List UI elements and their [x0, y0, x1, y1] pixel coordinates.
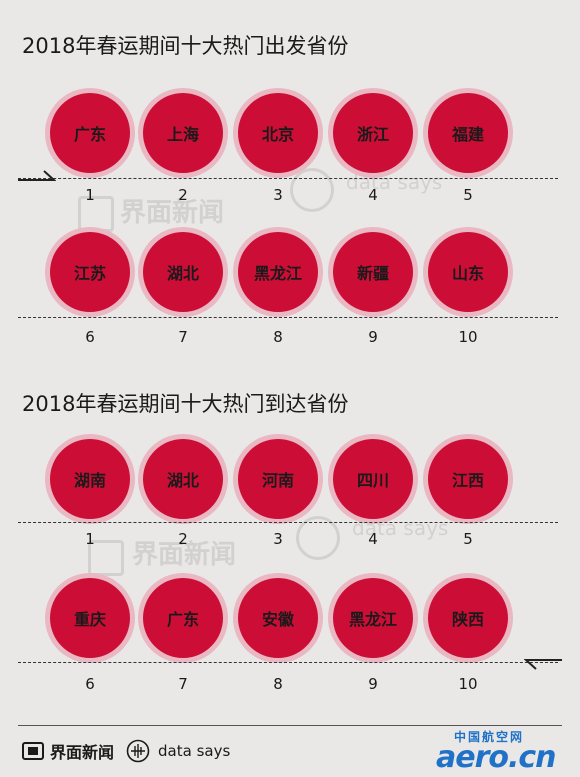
arrow-left-icon	[18, 170, 56, 181]
rank-number: 5	[463, 186, 473, 204]
province-circle: 安徽	[238, 578, 318, 658]
rank-number: 9	[368, 675, 378, 693]
province-circle: 浙江	[333, 93, 413, 173]
divider-dashed	[18, 522, 558, 523]
rank-number: 2	[178, 530, 188, 548]
jiemian-logo-icon	[22, 742, 44, 760]
rank-number: 2	[178, 186, 188, 204]
province-circle: 上海	[143, 93, 223, 173]
aero-en-label: aero.cn	[436, 740, 557, 775]
footer-datasays-label: data says	[158, 742, 231, 760]
province-circle: 河南	[238, 439, 318, 519]
rank-number: 5	[463, 530, 473, 548]
divider-dashed	[18, 317, 558, 318]
province-circle: 重庆	[50, 578, 130, 658]
arrival-title: 2018年春运期间十大热门到达省份	[22, 392, 349, 416]
province-circle: 四川	[333, 439, 413, 519]
province-circle: 湖南	[50, 439, 130, 519]
departure-title: 2018年春运期间十大热门出发省份	[22, 34, 349, 58]
province-circle: 江西	[428, 439, 508, 519]
rank-number: 8	[273, 328, 283, 346]
arrow-right-icon	[524, 659, 562, 670]
divider-dashed	[18, 178, 558, 179]
rank-number: 3	[273, 530, 283, 548]
footer-divider	[18, 725, 562, 726]
rank-number: 9	[368, 328, 378, 346]
rank-number: 7	[178, 328, 188, 346]
province-circle: 湖北	[143, 439, 223, 519]
province-circle: 黑龙江	[333, 578, 413, 658]
rank-number: 10	[458, 328, 478, 346]
footer-jiemian-label: 界面新闻	[50, 743, 115, 762]
rank-number: 1	[85, 186, 95, 204]
province-circle: 江苏	[50, 232, 130, 312]
rank-number: 4	[368, 530, 378, 548]
aero-cn-logo: 中国航空网 aero.cn	[436, 728, 566, 775]
province-circle: 广东	[143, 578, 223, 658]
province-circle: 广东	[50, 93, 130, 173]
rank-number: 4	[368, 186, 378, 204]
rank-number: 3	[273, 186, 283, 204]
province-circle: 黑龙江	[238, 232, 318, 312]
rank-number: 6	[85, 328, 95, 346]
divider-dashed	[18, 662, 558, 663]
rank-number: 10	[458, 675, 478, 693]
province-circle: 山东	[428, 232, 508, 312]
rank-number: 8	[273, 675, 283, 693]
province-circle: 福建	[428, 93, 508, 173]
rank-number: 6	[85, 675, 95, 693]
aero-cn-label: 中国航空网	[454, 730, 525, 744]
province-circle: 湖北	[143, 232, 223, 312]
datasays-logo-icon	[126, 739, 150, 763]
footer-brand: 界面新闻 data says	[22, 736, 230, 766]
province-circle: 北京	[238, 93, 318, 173]
rank-number: 7	[178, 675, 188, 693]
province-circle: 陕西	[428, 578, 508, 658]
province-circle: 新疆	[333, 232, 413, 312]
rank-number: 1	[85, 530, 95, 548]
